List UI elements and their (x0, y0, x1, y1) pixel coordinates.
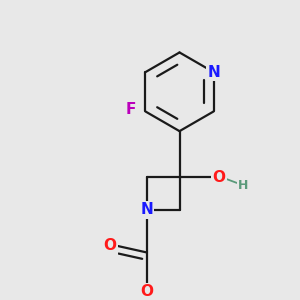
Text: N: N (140, 202, 153, 217)
Text: O: O (140, 284, 153, 299)
Text: O: O (103, 238, 116, 253)
Text: N: N (207, 64, 220, 80)
Text: O: O (212, 169, 225, 184)
Text: F: F (125, 102, 136, 117)
Text: H: H (238, 179, 248, 192)
